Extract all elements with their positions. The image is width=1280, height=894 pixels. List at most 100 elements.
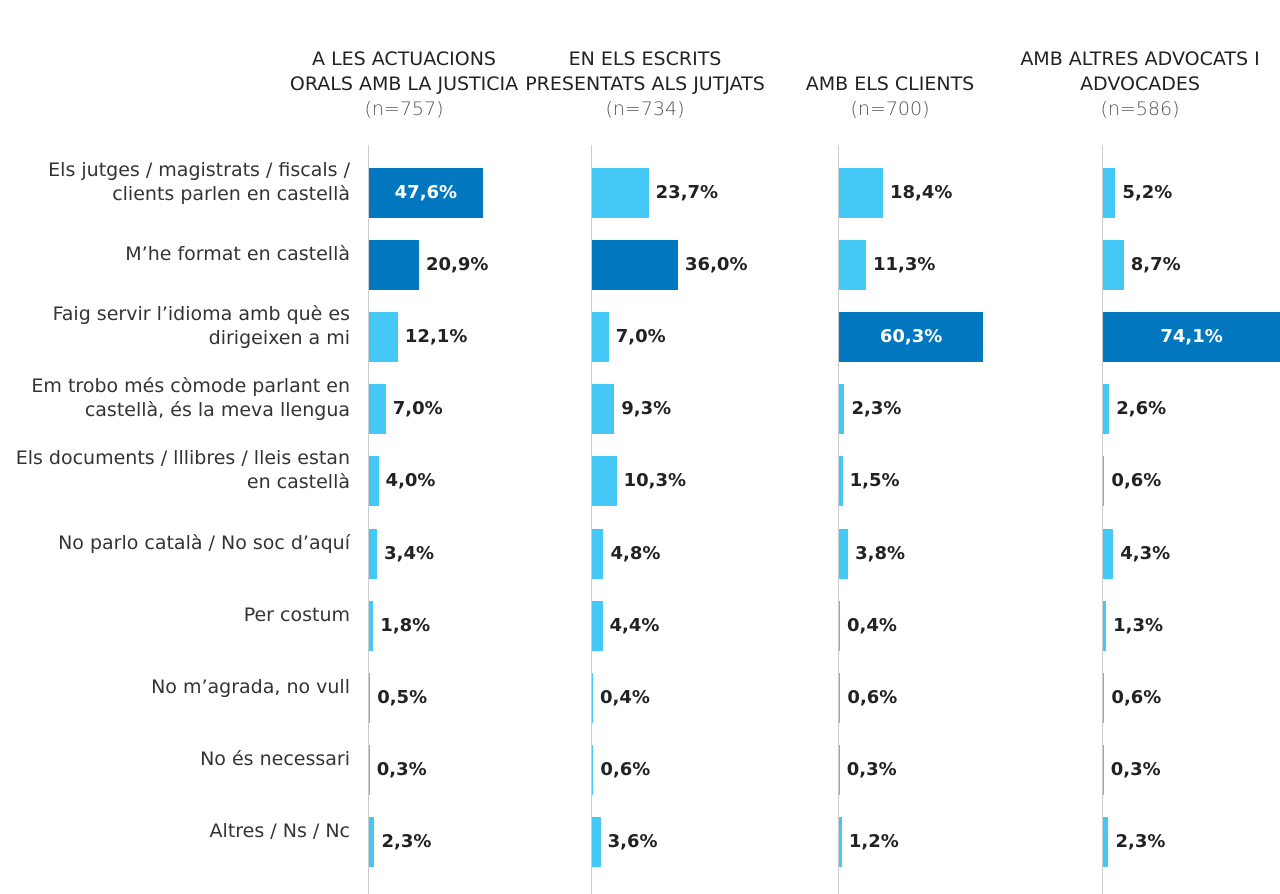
- category-text: Els jutges / magistrats / fiscals / clie…: [48, 159, 350, 205]
- value-label: 2,3%: [381, 830, 432, 852]
- value-label: 10,3%: [623, 470, 687, 492]
- bar: [1103, 456, 1105, 507]
- panel-title: EN ELS ESCRITS PRESENTATS ALS JUTJATS: [525, 48, 765, 95]
- category-label: Per costum: [0, 579, 350, 651]
- bar: [1103, 528, 1114, 579]
- value-label: 0,3%: [376, 758, 427, 780]
- bar: [839, 456, 843, 507]
- bar: [839, 168, 883, 218]
- bar: [839, 528, 849, 579]
- bar: [369, 240, 419, 291]
- category-text: No és necessari: [200, 747, 350, 770]
- value-label: 0,4%: [599, 686, 650, 708]
- value-label: 36,0%: [685, 254, 748, 276]
- category-text: M’he format en castellà: [125, 243, 350, 266]
- panel-subtitle: (n=757): [364, 98, 444, 120]
- bar: [369, 168, 483, 218]
- bar: [592, 456, 617, 507]
- value-label: 0,6%: [1111, 470, 1162, 492]
- bar: [369, 744, 370, 795]
- value-label: 23,7%: [655, 182, 719, 203]
- value-label: 0,6%: [600, 758, 651, 780]
- axis-line: [1102, 145, 1103, 894]
- value-label: 8,7%: [1130, 254, 1181, 276]
- panel-header: EN ELS ESCRITS PRESENTATS ALS JUTJATS (n=…: [525, 0, 765, 122]
- value-label: 0,6%: [847, 686, 898, 708]
- category-text: No m’agrada, no vull: [151, 675, 350, 698]
- value-label: 74,1%: [1160, 326, 1223, 348]
- bar: [839, 744, 840, 795]
- category-label: No és necessari: [0, 723, 350, 795]
- category-text: Em trobo més còmode parlant en castellà,…: [31, 375, 350, 422]
- bar: [839, 312, 984, 363]
- value-label: 0,3%: [846, 758, 897, 780]
- panel-title: AMB ELS CLIENTS: [805, 73, 975, 95]
- bar: [839, 600, 840, 651]
- panel-title: AMB ALTRES ADVOCATS I ADVOCADES: [1020, 48, 1260, 95]
- bar: [369, 384, 386, 435]
- axis-line: [838, 145, 839, 894]
- value-label: 60,3%: [879, 326, 943, 348]
- bar: [592, 600, 603, 651]
- bar: [369, 312, 398, 363]
- bar: [1103, 672, 1105, 723]
- bar: [369, 600, 374, 651]
- value-label: 3,6%: [607, 830, 658, 852]
- value-label: 4,0%: [385, 470, 436, 492]
- bar: [592, 312, 609, 363]
- value-label: 7,0%: [392, 398, 443, 420]
- value-label: 2,3%: [1115, 830, 1166, 852]
- bar: [839, 672, 841, 723]
- value-label: 1,2%: [848, 830, 899, 852]
- category-text: Els documents / lllibres / lleis estan e…: [15, 447, 350, 494]
- bar: [1103, 168, 1116, 218]
- bar: [369, 672, 371, 723]
- bar: [592, 744, 594, 795]
- panel-subtitle: (n=734): [605, 98, 685, 120]
- panel-header: AMB ELS CLIENTS (n=700): [770, 0, 1010, 122]
- value-label: 4,3%: [1120, 542, 1171, 564]
- category-text: No parlo català / No soc d’aquí: [58, 531, 350, 554]
- bar: [369, 816, 375, 867]
- value-label: 12,1%: [404, 326, 468, 348]
- bar: [839, 384, 845, 435]
- axis-line: [591, 145, 592, 894]
- category-label: Els jutges / magistrats / fiscals / clie…: [0, 146, 350, 218]
- bar: [369, 528, 378, 579]
- category-label: No parlo català / No soc d’aquí: [0, 507, 350, 579]
- category-text: Per costum: [243, 603, 350, 626]
- bar: [592, 384, 615, 435]
- bar: [1103, 312, 1280, 363]
- value-label: 1,3%: [1113, 614, 1164, 636]
- bar: [369, 456, 379, 507]
- value-label: 7,0%: [615, 326, 666, 348]
- bar: [592, 168, 649, 218]
- bar: [1103, 744, 1104, 795]
- bar: [839, 816, 842, 867]
- category-label: Altres / Ns / Nc: [0, 795, 350, 867]
- bar: [1103, 816, 1109, 867]
- value-label: 20,9%: [425, 254, 489, 276]
- value-label: 2,3%: [851, 398, 902, 420]
- category-label: M’he format en castellà: [0, 218, 350, 290]
- category-label: Em trobo més còmode parlant en castellà,…: [0, 362, 350, 434]
- bar: [1103, 600, 1107, 651]
- value-label: 5,2%: [1122, 182, 1173, 203]
- value-label: 0,3%: [1110, 758, 1161, 780]
- value-label: 3,8%: [855, 542, 905, 564]
- category-label: Els documents / lllibres / lleis estan e…: [0, 434, 350, 506]
- panel-subtitle: (n=700): [850, 98, 930, 120]
- bar: [592, 528, 604, 579]
- panel-header: AMB ALTRES ADVOCATS I ADVOCADES (n=586): [1020, 0, 1260, 122]
- panel-header: A LES ACTUACIONS ORALS AMB LA JUSTICIA (n…: [284, 0, 524, 122]
- category-label: No m’agrada, no vull: [0, 651, 350, 723]
- value-label: 18,4%: [889, 182, 953, 203]
- value-label: 0,5%: [377, 686, 428, 708]
- value-label: 9,3%: [621, 398, 672, 420]
- bar: [1103, 240, 1124, 291]
- bar: [839, 240, 866, 291]
- value-label: 4,4%: [609, 614, 660, 636]
- panel-subtitle: (n=586): [1100, 98, 1180, 120]
- axis-line: [368, 145, 369, 894]
